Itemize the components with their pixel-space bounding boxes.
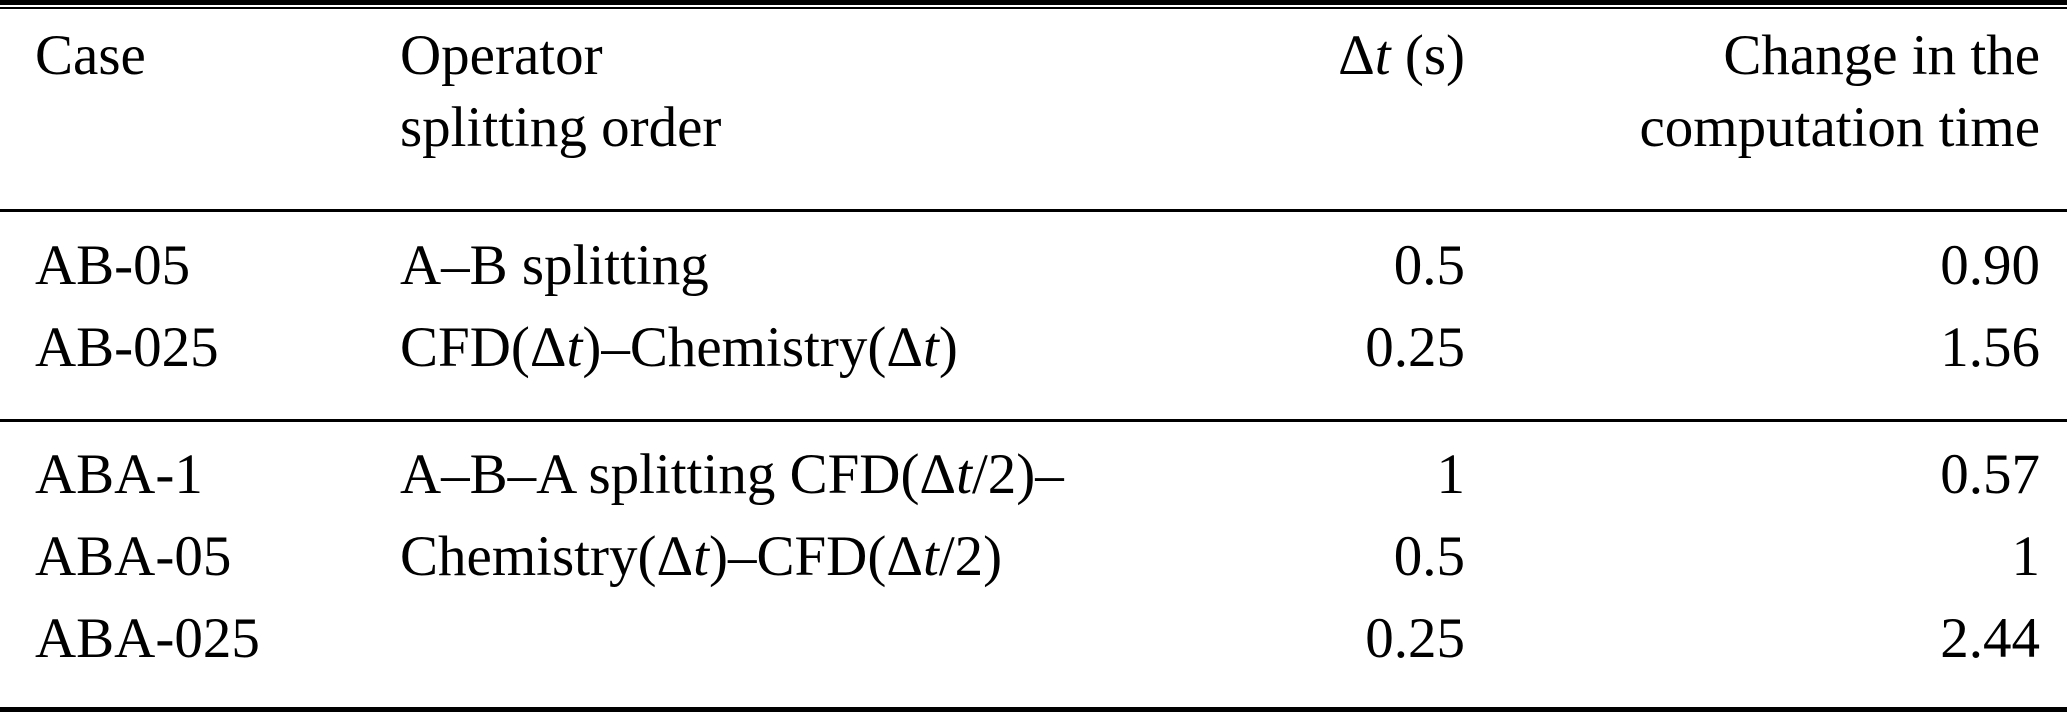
operator-cell-column: A–B–A splitting CFD(Δt/2)– Chemistry(Δt)–… <box>400 434 1200 598</box>
operator-cell: Chemistry(Δt)–CFD(Δt/2) <box>400 525 1003 588</box>
case-cell-column: ABA-1 ABA-05 ABA-025 <box>35 434 400 680</box>
dt-cell: 0.5 <box>1393 234 1465 297</box>
dt-cell: 0.25 <box>1365 607 1465 670</box>
header-divider-rule <box>0 209 2067 212</box>
header-case-column: Case <box>35 20 400 92</box>
change-cell: 0.90 <box>1940 234 2040 297</box>
table-group-ab: AB-05 AB-025 A–B splitting CFD(Δt)–Chemistr… <box>0 212 2067 419</box>
header-operator-line2: splitting order <box>400 96 722 159</box>
header-case-label: Case <box>35 24 146 87</box>
change-cell: 1 <box>2011 525 2041 588</box>
case-cell: AB-05 <box>35 234 191 297</box>
case-cell: AB-025 <box>35 316 219 379</box>
dt-cell-column: 1 0.5 0.25 <box>1200 434 1465 680</box>
table-bottom-rule <box>0 707 2067 712</box>
case-cell: ABA-1 <box>35 443 203 506</box>
header-change-column: Change in the computation time <box>1465 20 2040 164</box>
table-top-rule-thin <box>0 7 2067 9</box>
change-cell: 2.44 <box>1940 607 2040 670</box>
operator-cell: A–B splitting <box>400 234 709 297</box>
operator-cell: CFD(Δt)–Chemistry(Δt) <box>400 316 958 379</box>
header-dt-column: Δt (s) <box>1200 20 1465 92</box>
group-divider-rule <box>0 419 2067 422</box>
operator-cell-column: A–B splitting CFD(Δt)–Chemistry(Δt) <box>400 225 1200 389</box>
table-group-aba: ABA-1 ABA-05 ABA-025 A–B–A splitting CFD(Δt… <box>0 422 2067 707</box>
change-cell: 1.56 <box>1940 316 2040 379</box>
dt-cell-column: 0.5 0.25 <box>1200 225 1465 389</box>
table-top-rule-thick <box>0 0 2067 5</box>
header-change-line2: computation time <box>1639 96 2040 159</box>
header-dt-label: Δt (s) <box>1338 24 1465 87</box>
header-change-line1: Change in the <box>1723 24 2040 87</box>
case-cell: ABA-025 <box>35 607 260 670</box>
operator-cell: A–B–A splitting CFD(Δt/2)– <box>400 443 1064 506</box>
table-header-row: Case Operator splitting order Δt (s) Cha… <box>0 9 2067 209</box>
case-cell-column: AB-05 AB-025 <box>35 225 400 389</box>
change-cell: 0.57 <box>1940 443 2040 506</box>
change-cell-column: 0.57 1 2.44 <box>1465 434 2040 680</box>
dt-cell: 1 <box>1436 443 1466 506</box>
header-operator-column: Operator splitting order <box>400 20 1200 164</box>
dt-cell: 0.5 <box>1393 525 1465 588</box>
case-cell: ABA-05 <box>35 525 232 588</box>
dt-cell: 0.25 <box>1365 316 1465 379</box>
header-operator-line1: Operator <box>400 24 603 87</box>
change-cell-column: 0.90 1.56 <box>1465 225 2040 389</box>
